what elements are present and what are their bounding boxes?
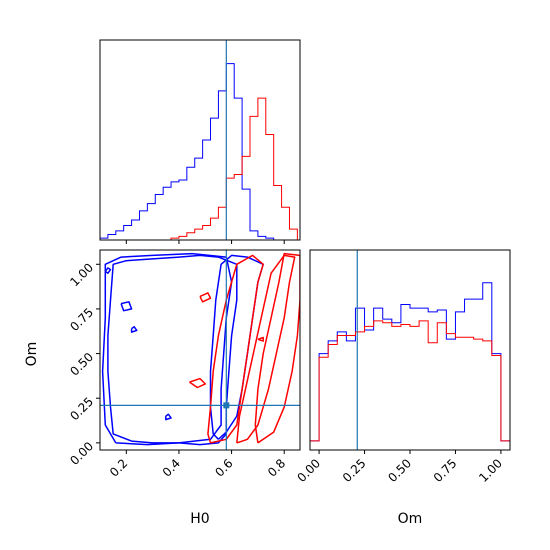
H0-Om-joint-contour-series-1-4	[199, 292, 212, 303]
H0-Om-joint-xtick-label-1: 0.4	[160, 456, 183, 479]
Om-marginal-histogram-series-0	[310, 282, 510, 450]
Om-marginal-histogram-series-1	[310, 320, 510, 450]
H0-Om-joint-contour-series-0-4	[120, 301, 133, 312]
Om-marginal-xlabel: Om	[398, 511, 423, 527]
H0-Om-joint-contour-series-0-2	[101, 252, 233, 446]
H0-Om-joint-contour-series-1-3	[189, 377, 207, 389]
H0-Om-joint-xlabel: H0	[190, 511, 209, 527]
H0-Om-joint-xtick-label-3: 0.8	[265, 456, 288, 479]
H0-Om-joint-contour-series-0-3	[104, 267, 112, 274]
H0-Om-joint-xtick-label-2: 0.6	[212, 456, 235, 479]
H0-Om-joint-truth-marker	[223, 402, 230, 409]
H0-Om-joint-ylabel: Om	[24, 342, 40, 367]
Om-marginal-xtick-label-1: 0.25	[340, 456, 369, 485]
H0-marginal-histogram-series-0	[100, 63, 298, 240]
H0-Om-joint-contour-series-1-1	[236, 254, 296, 444]
Om-marginal-plot-area	[310, 250, 510, 450]
Om-marginal-xtick-label-3: 0.75	[431, 456, 460, 485]
H0-marginal-plot-area	[100, 40, 298, 240]
H0-marginal-frame	[99, 39, 301, 241]
Om-marginal-frame	[309, 249, 511, 451]
H0-Om-joint-frame	[99, 249, 301, 451]
H0-Om-joint-plot-area	[100, 250, 300, 450]
Om-marginal-xtick-label-4: 1.00	[476, 456, 505, 485]
Om-marginal-xtick-label-0: 0.00	[294, 456, 323, 485]
H0-Om-joint-ytick-label-4: 1.00	[67, 261, 96, 290]
H0-Om-joint-ytick-label-1: 0.25	[67, 394, 96, 423]
Om-marginal-xtick-label-2: 0.50	[385, 456, 414, 485]
H0-Om-joint-contour-series-1-2	[254, 252, 300, 444]
H0-Om-joint-xtick-label-0: 0.2	[107, 456, 130, 479]
H0-Om-joint-ytick-label-0: 0.00	[67, 439, 96, 468]
H0-Om-joint-ytick-label-3: 0.75	[67, 305, 96, 334]
H0-Om-joint-contour-series-0-5	[130, 326, 138, 333]
H0-Om-joint-ytick-label-2: 0.50	[67, 350, 96, 379]
H0-marginal-histogram-series-1	[100, 97, 298, 240]
H0-Om-joint-contour-series-1-0	[207, 254, 264, 444]
H0-Om-joint-contour-series-0-6	[165, 413, 172, 421]
H0-Om-joint-contour-series-1-5	[257, 336, 264, 342]
